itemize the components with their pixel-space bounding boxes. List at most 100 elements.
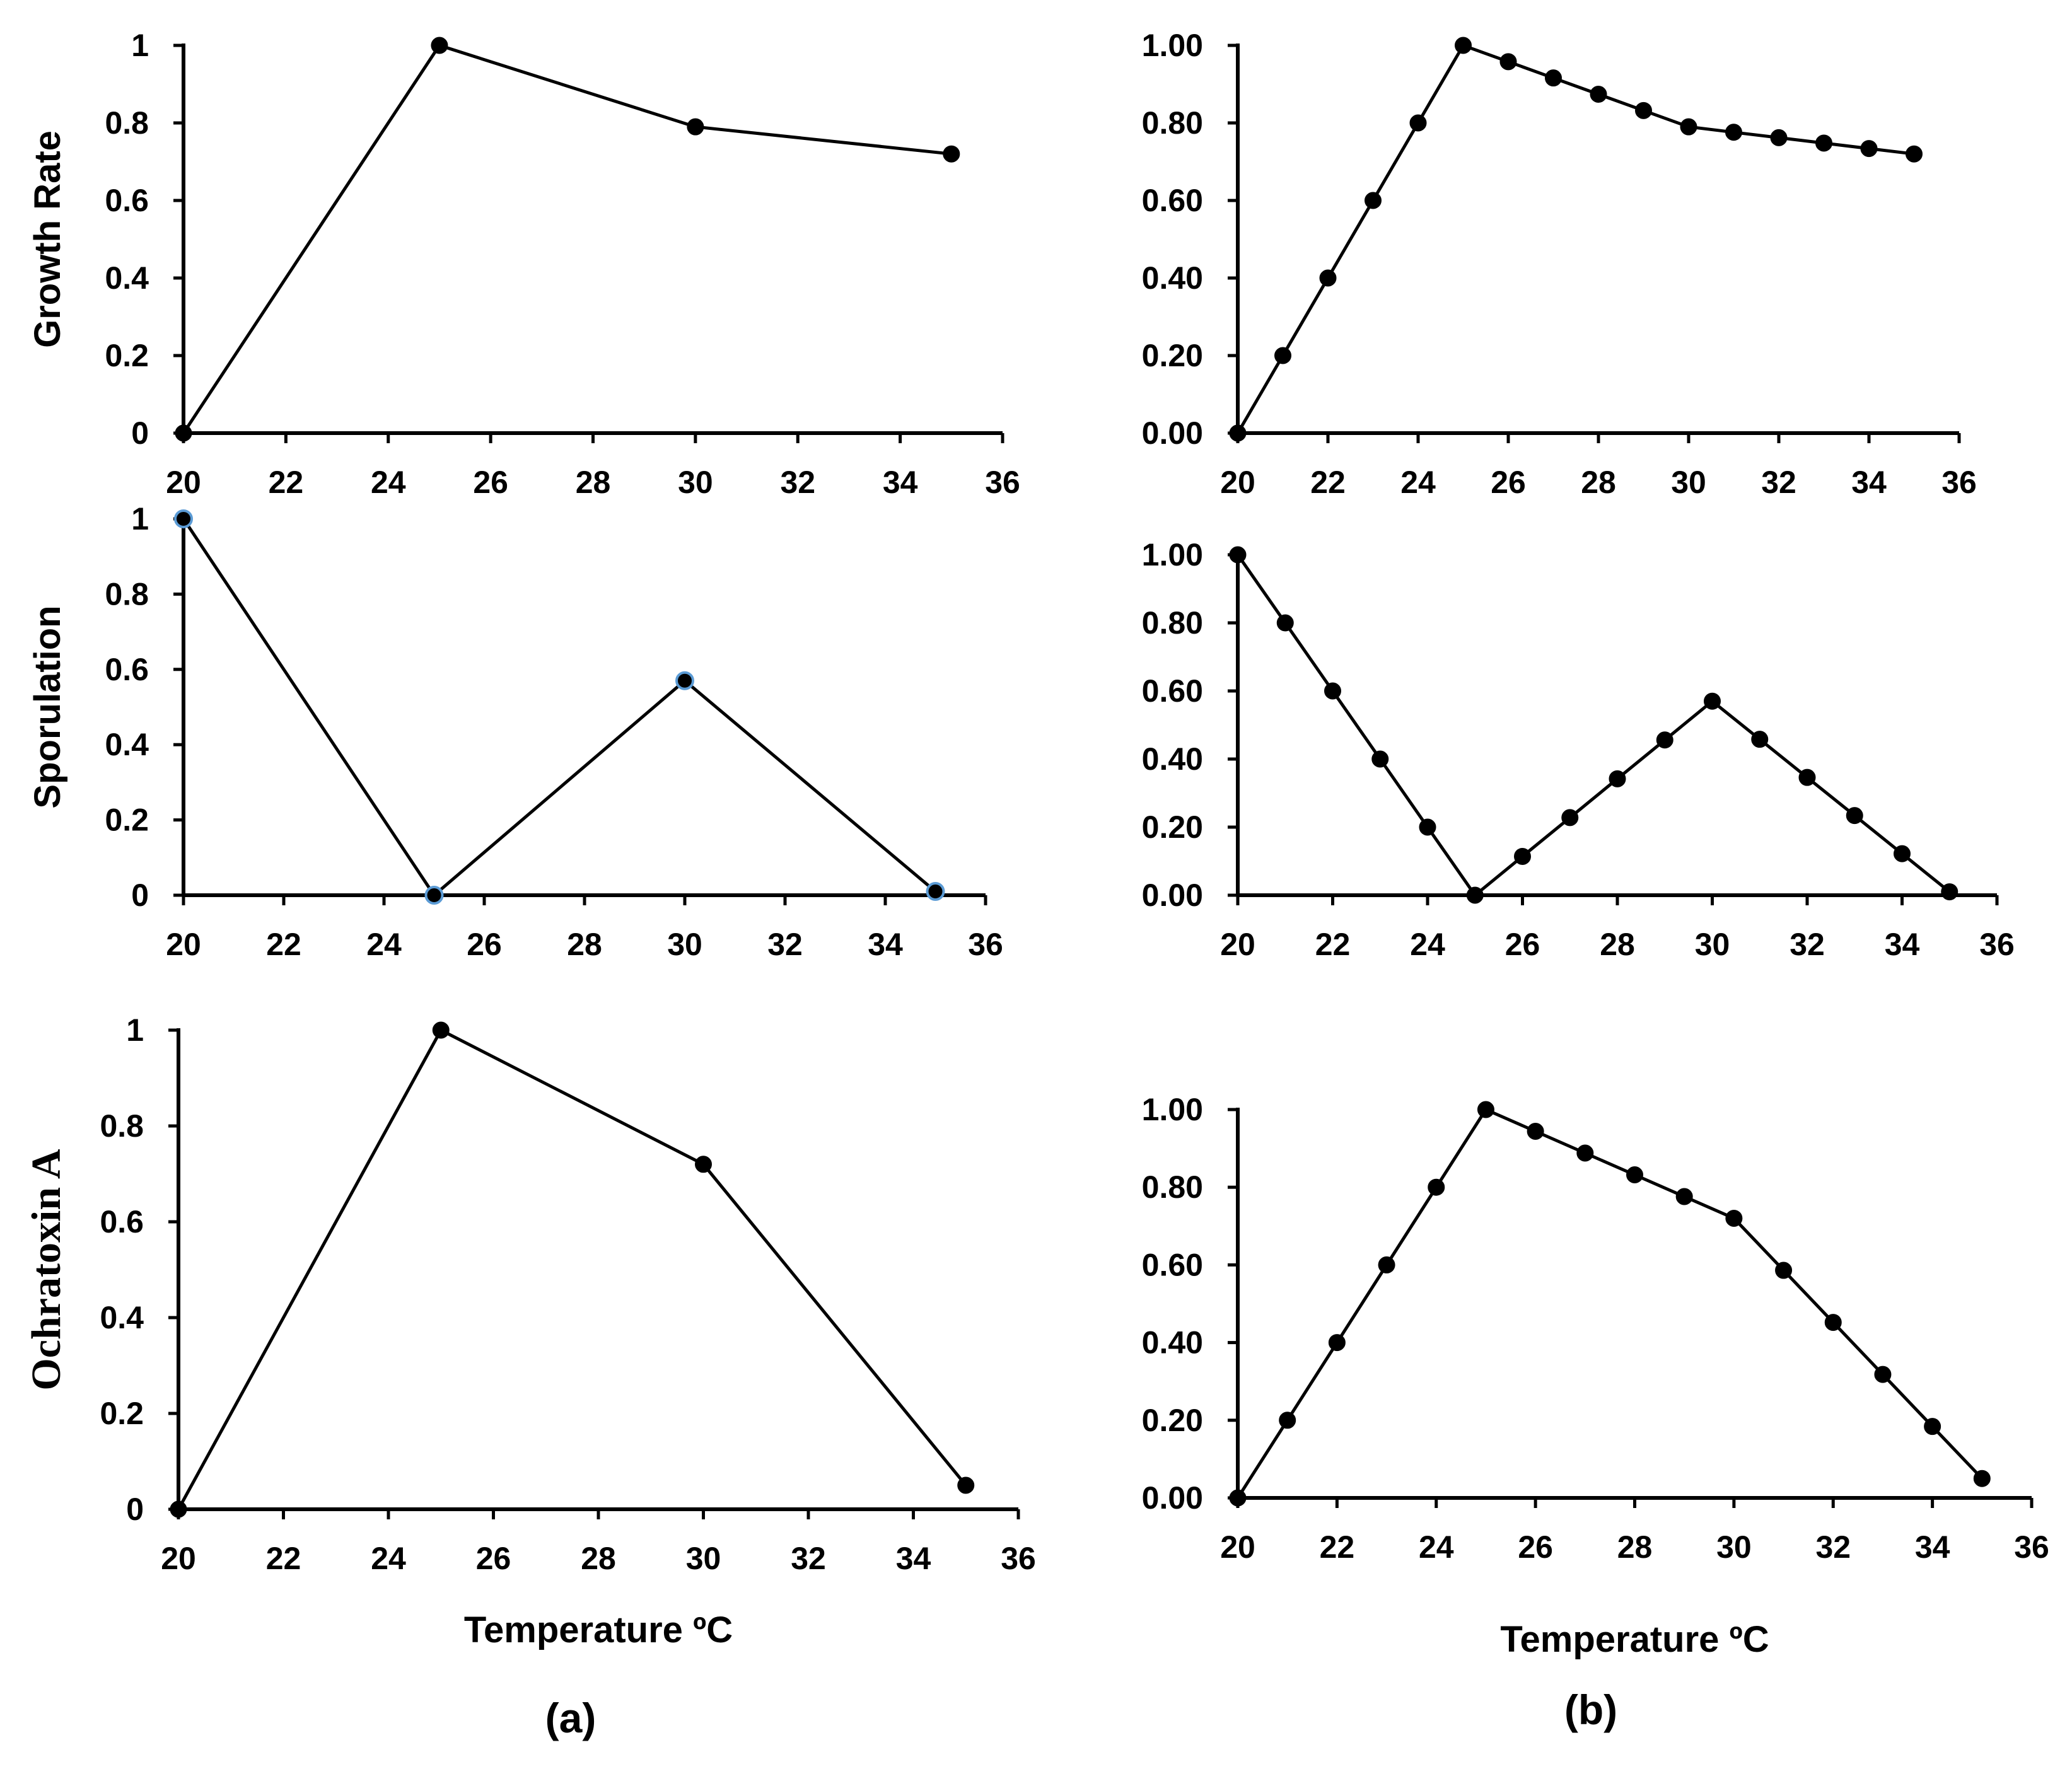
x-tick-label: 24	[1419, 1529, 1454, 1565]
data-point	[1824, 1314, 1842, 1331]
y-tick-label: 0.40	[1142, 260, 1203, 296]
data-point	[1499, 53, 1517, 71]
x-tick-label: 28	[1581, 465, 1616, 500]
data-point	[431, 37, 448, 54]
data-point	[1815, 134, 1832, 152]
series-line-ochratoxin-a	[177, 1028, 967, 1511]
x-tick-label: 20	[1220, 927, 1255, 962]
x-tick-label: 20	[1220, 1529, 1255, 1565]
data-point	[1409, 114, 1427, 132]
y-tick-label: 0.2	[105, 803, 149, 838]
x-tick-label: 20	[166, 465, 201, 500]
y-tick-label: 0.00	[1142, 415, 1203, 451]
y-tick-label: 0.8	[100, 1108, 144, 1144]
x-tick-label: 22	[266, 1541, 301, 1576]
data-point	[1419, 818, 1436, 836]
x-tick-label: 30	[1671, 465, 1706, 500]
data-point	[1874, 1366, 1892, 1383]
x-tick-label: 26	[1518, 1529, 1553, 1565]
chart-growth-b: 20 22 24 26 28 30 32 34 36 0.00 0.20 0.40 0.60 0.80 1.…	[1142, 28, 1977, 500]
x-tick-label: 30	[667, 927, 702, 962]
y-tick-label: 0.2	[105, 338, 149, 373]
data-point	[1770, 129, 1788, 146]
x-tick-label: 26	[476, 1541, 511, 1576]
y-tick-label: 1.00	[1142, 1092, 1203, 1127]
data-point	[1276, 614, 1294, 632]
y-tick-label: 0.20	[1142, 338, 1203, 373]
data-point	[675, 671, 694, 690]
x-tick-label: 36	[1001, 1541, 1036, 1576]
x-tick-label: 32	[1815, 1529, 1851, 1565]
y-tick-label: 1.00	[1142, 537, 1203, 572]
y-axis-label: Growth Rate	[27, 130, 68, 348]
data-point	[1455, 37, 1472, 54]
data-point	[1725, 1209, 1743, 1227]
y-tick-label: 0.4	[105, 727, 149, 762]
charts-layer: 20 22 24 26 28 30 32 34 36 0 0.2 0.4 0.6 0.8 1 Growth R…	[23, 28, 2049, 1660]
data-point	[175, 424, 192, 442]
y-tick-label: 0.60	[1142, 1247, 1203, 1282]
x-tick-label: 28	[1600, 927, 1635, 962]
x-tick-label: 34	[868, 927, 903, 962]
x-axis-label: Temperature ºC	[464, 1610, 733, 1650]
data-point	[1906, 145, 1923, 163]
data-point	[1973, 1470, 1991, 1487]
data-point	[1477, 1101, 1494, 1118]
y-tick-label: 0.40	[1142, 1325, 1203, 1360]
x-tick-label: 32	[1790, 927, 1825, 962]
data-point	[432, 1021, 450, 1039]
data-point	[1319, 269, 1337, 287]
x-tick-label: 26	[1491, 465, 1526, 500]
y-tick-label: 0.80	[1142, 1169, 1203, 1205]
y-tick-label: 1	[131, 501, 149, 536]
x-tick-label: 24	[371, 465, 406, 500]
y-tick-label: 0.20	[1142, 1403, 1203, 1438]
series-line-growth-b	[1236, 43, 1914, 434]
x-tick-label: 28	[1617, 1529, 1653, 1565]
x-tick-label: 24	[366, 927, 402, 962]
data-point	[1626, 1166, 1643, 1183]
data-point	[170, 1500, 187, 1518]
panel-label-b: (b)	[1564, 1686, 1617, 1733]
data-point	[1656, 731, 1673, 749]
x-tick-label: 28	[581, 1541, 616, 1576]
data-point	[1378, 1256, 1395, 1273]
series-line-growth-a	[182, 44, 952, 434]
data-point	[926, 882, 945, 902]
data-point	[1527, 1122, 1544, 1140]
data-point	[1590, 85, 1607, 103]
data-point	[1798, 768, 1816, 786]
y-tick-label: 1.00	[1142, 28, 1203, 63]
x-tick-label: 30	[1695, 927, 1730, 962]
x-tick-label: 36	[2014, 1529, 2049, 1565]
data-point	[174, 509, 193, 528]
chart-sporulation-a: 20 22 24 26 28 30 32 34 36 0 0.2 0.4 0.6 0.8 1 Sporulat…	[27, 501, 1003, 962]
data-point	[1576, 1144, 1594, 1162]
x-tick-label: 26	[1505, 927, 1540, 962]
series-line-sporulation-a	[182, 518, 937, 898]
chart-ochratoxin-b: 20 22 24 26 28 30 32 34 36 0.00 0.20 0.40 0.60 0.80 1.…	[1142, 1092, 2049, 1660]
x-tick-label: 22	[1310, 465, 1346, 500]
x-tick-label: 22	[1315, 927, 1351, 962]
x-tick-label: 26	[467, 927, 502, 962]
x-tick-label: 36	[985, 465, 1020, 500]
data-point	[1680, 118, 1697, 136]
data-point	[1324, 682, 1341, 700]
data-point	[1725, 124, 1742, 141]
x-tick-label: 24	[1400, 465, 1436, 500]
data-point	[695, 1156, 712, 1173]
x-tick-label: 36	[1941, 465, 1977, 500]
y-tick-label: 0	[126, 1492, 144, 1527]
data-point	[1514, 847, 1531, 865]
data-point	[1365, 192, 1382, 209]
x-tick-label: 34	[896, 1541, 931, 1576]
x-tick-label: 32	[791, 1541, 826, 1576]
y-tick-label: 0.6	[100, 1204, 144, 1239]
y-tick-label: 0.8	[105, 576, 149, 612]
x-tick-label: 32	[780, 465, 815, 500]
x-tick-label: 32	[767, 927, 803, 962]
y-tick-label: 0.80	[1142, 605, 1203, 641]
x-tick-label: 22	[1320, 1529, 1355, 1565]
x-tick-label: 36	[1979, 927, 2015, 962]
